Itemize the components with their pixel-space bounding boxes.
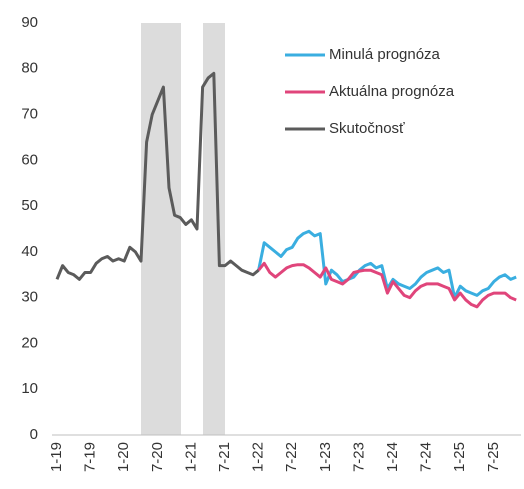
x-tick-label: 1-21 bbox=[182, 442, 199, 472]
series-line bbox=[257, 261, 517, 309]
x-tick-label: 1-19 bbox=[48, 442, 65, 472]
x-tick-label: 1-25 bbox=[451, 442, 468, 472]
x-tick-label: 7-21 bbox=[216, 442, 233, 472]
x-tick-label: 1-22 bbox=[250, 442, 267, 472]
y-tick-label: 80 bbox=[21, 60, 38, 77]
y-tick-label: 50 bbox=[21, 197, 38, 214]
y-tick-label: 60 bbox=[21, 151, 38, 168]
legend-label: Minulá prognóza bbox=[329, 46, 441, 63]
y-tick-label: 70 bbox=[21, 106, 38, 123]
legend-label: Skutočnosť bbox=[329, 120, 405, 137]
shaded-period bbox=[141, 23, 181, 435]
y-tick-label: 30 bbox=[21, 289, 38, 306]
x-tick-label: 7-25 bbox=[485, 442, 502, 472]
y-tick-label: 40 bbox=[21, 243, 38, 260]
x-tick-label: 7-22 bbox=[283, 442, 300, 472]
series-line bbox=[55, 71, 260, 281]
x-tick-label: 1-24 bbox=[384, 442, 401, 472]
x-tick-label: 7-20 bbox=[149, 442, 166, 472]
x-tick-label: 7-24 bbox=[418, 442, 435, 472]
x-tick-label: 7-23 bbox=[350, 442, 367, 472]
x-tick-label: 1-23 bbox=[317, 442, 334, 472]
x-tick-label: 1-20 bbox=[115, 442, 132, 472]
y-tick-label: 90 bbox=[21, 14, 38, 31]
y-tick-label: 20 bbox=[21, 334, 38, 351]
y-tick-label: 10 bbox=[21, 380, 38, 397]
y-tick-label: 0 bbox=[30, 426, 38, 443]
x-tick-label: 7-19 bbox=[82, 442, 99, 472]
legend-label: Aktuálna prognóza bbox=[329, 83, 455, 100]
shaded-period bbox=[203, 23, 225, 435]
